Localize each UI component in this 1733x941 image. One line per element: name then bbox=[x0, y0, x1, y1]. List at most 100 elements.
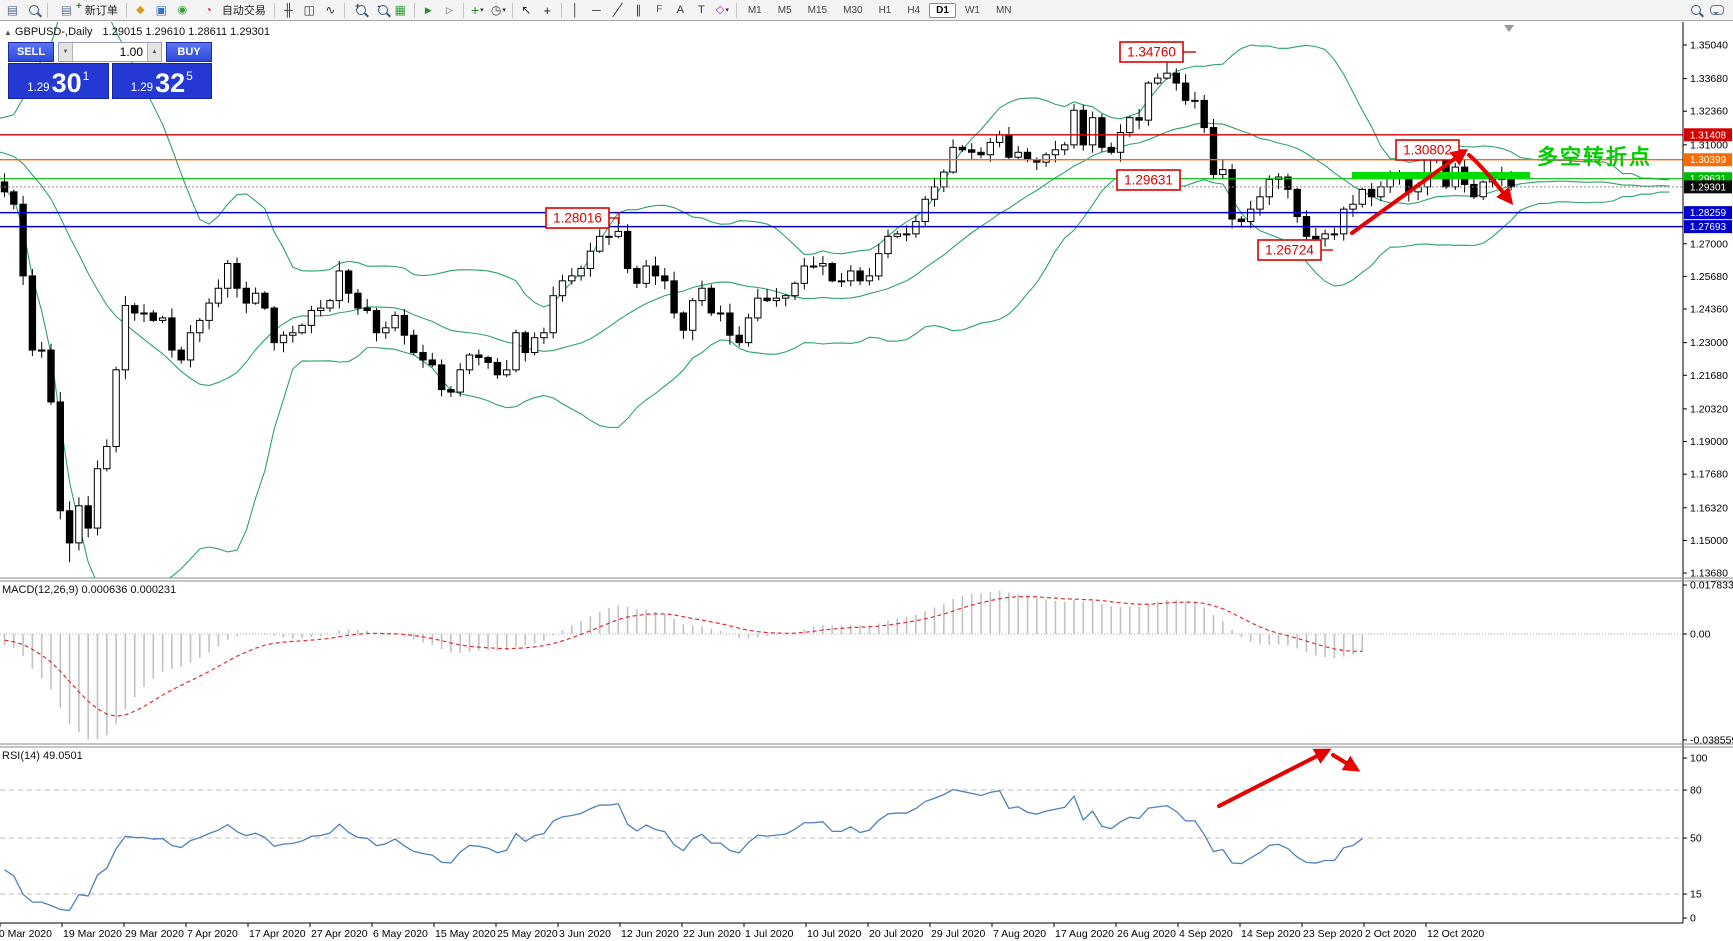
autotrade-icon[interactable]: ◔ bbox=[204, 3, 212, 17]
periods-icon[interactable]: ◷ ▾ bbox=[490, 3, 506, 17]
label-icon[interactable]: T bbox=[697, 3, 705, 16]
fibonacci-icon[interactable]: F bbox=[656, 4, 663, 15]
autoscroll-icon[interactable]: ▶ bbox=[424, 4, 432, 15]
svg-text:27 Apr 2020: 27 Apr 2020 bbox=[311, 928, 368, 940]
sell-price-sup: 1 bbox=[82, 69, 90, 83]
candlestick-icon[interactable]: ◫ bbox=[303, 3, 316, 17]
sell-button[interactable]: SELL bbox=[8, 42, 54, 62]
sell-price-panel[interactable]: 1.29 30 1 bbox=[8, 63, 109, 99]
toolbar-separator bbox=[413, 2, 415, 18]
crosshair-icon[interactable]: + bbox=[543, 2, 552, 18]
cn-annotation-text[interactable]: 多空转折点 bbox=[1537, 145, 1652, 169]
buy-button[interactable]: BUY bbox=[166, 42, 212, 62]
timeframe-m1[interactable]: M1 bbox=[747, 4, 762, 16]
support-band-line[interactable] bbox=[1352, 172, 1530, 179]
data-window-icon[interactable]: ▣ bbox=[155, 3, 168, 17]
timeframe-m15[interactable]: M15 bbox=[807, 4, 828, 16]
sell-price-big: 30 bbox=[51, 68, 82, 99]
new-order-icon[interactable]: ▤ bbox=[60, 3, 73, 17]
toolbar-separator bbox=[273, 2, 275, 18]
svg-text:15: 15 bbox=[1690, 889, 1702, 901]
macd-indicator bbox=[0, 590, 1683, 740]
toolbar-right-group bbox=[1685, 2, 1727, 19]
indicators-icon[interactable]: + ▾ bbox=[470, 2, 484, 18]
svg-text:1.23000: 1.23000 bbox=[1690, 337, 1728, 349]
chart-title: ▲ GBPUSD-,Daily 1.29015 1.29610 1.28611 1.… bbox=[4, 26, 270, 38]
one-click-trading-panel: SELL ▼ 1.00 ▲ BUY 1.29 30 1 1.29 32 5 bbox=[8, 42, 212, 99]
tile-windows-icon[interactable]: ▦ bbox=[394, 3, 407, 17]
timeframe-m30[interactable]: M30 bbox=[843, 4, 863, 16]
toolbar-separator bbox=[511, 2, 513, 18]
toolbar-separator bbox=[47, 2, 48, 18]
svg-text:0.00: 0.00 bbox=[1690, 629, 1711, 641]
chat-icon[interactable] bbox=[1707, 2, 1726, 19]
svg-text:1.24360: 1.24360 bbox=[1690, 304, 1728, 316]
svg-text:1.35040: 1.35040 bbox=[1690, 39, 1728, 51]
autotrade-button[interactable]: ◔ 自动交易 bbox=[193, 2, 271, 19]
new-order-button[interactable]: ▤ + 新订单 bbox=[51, 1, 123, 19]
svg-text:0: 0 bbox=[1690, 913, 1696, 925]
price-annotation-box[interactable]: 1.29631 bbox=[1116, 169, 1181, 191]
svg-text:1.32360: 1.32360 bbox=[1690, 106, 1728, 118]
trend-arrow[interactable] bbox=[1331, 753, 1361, 772]
eraser-icon[interactable]: ◆ bbox=[136, 3, 145, 16]
zoom-in-icon[interactable]: + bbox=[349, 1, 368, 19]
svg-text:-0.038559: -0.038559 bbox=[1690, 734, 1733, 746]
chart-shift-marker bbox=[1504, 25, 1514, 32]
svg-text:80: 80 bbox=[1690, 785, 1702, 797]
vline-icon[interactable]: │ bbox=[571, 3, 580, 17]
line-chart-icon[interactable]: ∿ bbox=[325, 3, 336, 17]
search-icon[interactable] bbox=[1686, 2, 1705, 19]
bollinger-bands bbox=[0, 22, 1670, 578]
hline-icon[interactable]: ─ bbox=[592, 3, 601, 17]
navigator-icon[interactable]: ◉ bbox=[177, 3, 188, 16]
cursor-icon[interactable]: ↖ bbox=[521, 3, 532, 17]
trend-arrow[interactable] bbox=[1467, 153, 1514, 205]
arrows-icon[interactable]: ◇ ▾ bbox=[715, 3, 729, 16]
timeframe-m5[interactable]: M5 bbox=[777, 4, 792, 16]
find-icon[interactable] bbox=[24, 2, 43, 19]
svg-text:1.19000: 1.19000 bbox=[1690, 436, 1728, 448]
timeframe-h4[interactable]: H4 bbox=[907, 4, 921, 16]
collapse-triangle-icon: ▲ bbox=[4, 28, 12, 37]
svg-text:1.31000: 1.31000 bbox=[1690, 139, 1728, 151]
toolbar-separator bbox=[735, 2, 737, 18]
trend-arrow[interactable] bbox=[1217, 748, 1332, 808]
price-annotation-box[interactable]: 1.26724 bbox=[1257, 239, 1333, 261]
buy-price-panel[interactable]: 1.29 32 5 bbox=[111, 63, 212, 99]
price-annotation-box[interactable]: 1.30802 bbox=[1395, 139, 1466, 161]
analyst-annotations[interactable]: 1.34760 1.30802 1.29631 1.28016 1.26724 多空转折点 bbox=[545, 25, 1652, 808]
svg-text:1.27693: 1.27693 bbox=[1690, 222, 1727, 233]
volume-down-button[interactable]: ▼ bbox=[59, 43, 73, 61]
zoom-out-icon[interactable]: - bbox=[370, 1, 389, 19]
sell-price-small: 1.29 bbox=[27, 82, 50, 94]
volume-value[interactable]: 1.00 bbox=[119, 45, 143, 59]
svg-text:100: 100 bbox=[1690, 753, 1708, 765]
charts-icon[interactable]: ▤ bbox=[6, 3, 19, 17]
svg-text:26 Aug 2020: 26 Aug 2020 bbox=[1117, 928, 1176, 940]
timeframe-d1[interactable]: D1 bbox=[929, 2, 956, 18]
timeframe-mn[interactable]: MN bbox=[995, 4, 1012, 16]
ohlc-values: 1.29015 1.29610 1.28611 1.29301 bbox=[102, 26, 270, 38]
rsi-indicator-label: RSI(14) 49.0501 bbox=[2, 750, 83, 762]
shift-chart-icon[interactable]: ▷ bbox=[445, 4, 453, 15]
bar-chart-icon[interactable]: ╫ bbox=[284, 3, 293, 17]
text-icon[interactable]: A bbox=[676, 3, 685, 16]
price-annotation-box[interactable]: 1.34760 bbox=[1119, 41, 1196, 63]
price-annotation-box[interactable]: 1.28016 bbox=[545, 207, 620, 229]
timeframe-w1[interactable]: W1 bbox=[964, 4, 980, 16]
toolbar-separator bbox=[125, 2, 127, 18]
toolbar-separator bbox=[462, 2, 464, 18]
svg-text:1.21680: 1.21680 bbox=[1690, 370, 1728, 382]
trendline-icon[interactable]: ╱ bbox=[612, 3, 623, 17]
svg-text:6 May 2020: 6 May 2020 bbox=[373, 928, 428, 940]
volume-up-button[interactable]: ▲ bbox=[147, 43, 161, 61]
timeframe-h1[interactable]: H1 bbox=[878, 4, 892, 16]
trend-arrow[interactable] bbox=[1350, 149, 1469, 235]
channel-icon[interactable]: ∥ bbox=[635, 3, 642, 17]
svg-text:1.13680: 1.13680 bbox=[1690, 568, 1728, 580]
svg-text:1 Jul 2020: 1 Jul 2020 bbox=[745, 928, 794, 940]
svg-text:23 Sep 2020: 23 Sep 2020 bbox=[1303, 928, 1363, 940]
